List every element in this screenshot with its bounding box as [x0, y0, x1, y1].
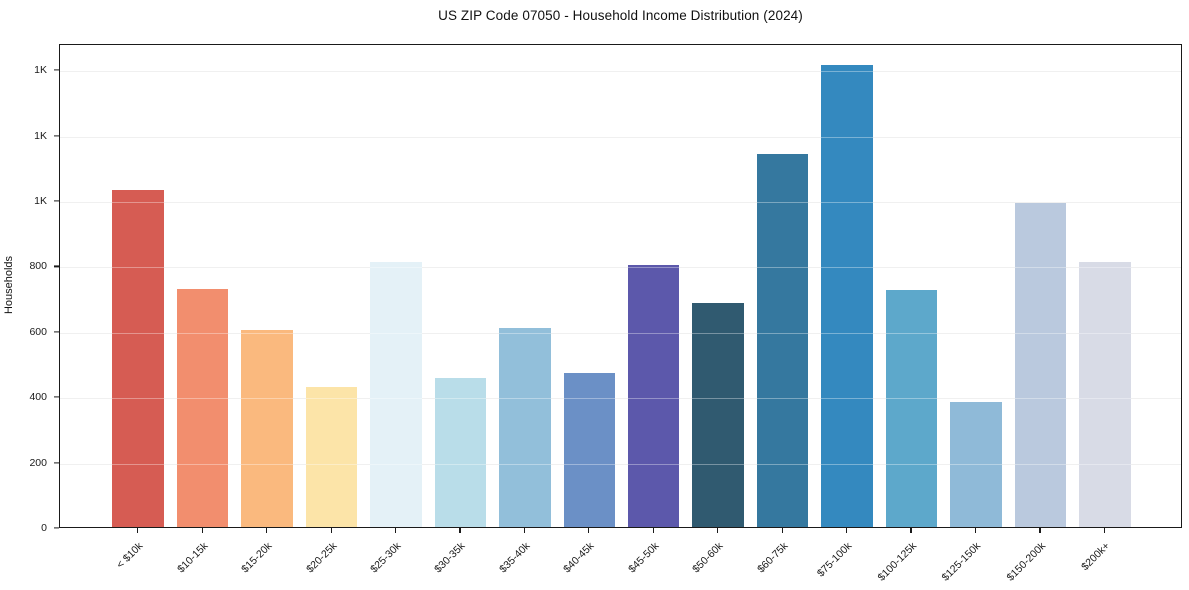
- x-tick-label: $200k+: [944, 536, 1112, 573]
- chart-title: US ZIP Code 07050 - Household Income Dis…: [438, 8, 803, 23]
- bar-$125-150k: [950, 402, 1002, 527]
- bar-< $10k: [112, 189, 164, 527]
- x-tick-mark: [266, 528, 268, 533]
- x-tick-mark: [910, 528, 912, 533]
- x-tick-label-text: $200k+: [1079, 540, 1113, 574]
- x-tick-mark: [717, 528, 719, 533]
- y-tick-mark: [54, 462, 59, 464]
- bar-$60-75k: [756, 153, 809, 527]
- y-tick-mark: [54, 200, 59, 202]
- bar-$40-45k: [563, 373, 616, 527]
- y-tick-label: 800: [29, 260, 47, 273]
- gridline-overlay: [60, 398, 1181, 400]
- gridline: [60, 201, 1181, 203]
- y-tick-mark: [54, 69, 59, 71]
- x-tick-mark: [330, 528, 332, 533]
- gridline: [60, 136, 1181, 138]
- bar-$20-25k: [305, 387, 358, 527]
- x-tick-mark: [523, 528, 526, 533]
- bar-$200k+: [1079, 262, 1131, 527]
- gridline-overlay: [60, 463, 1181, 465]
- x-tick-mark: [1103, 528, 1105, 533]
- bar-$45-50k: [627, 265, 680, 527]
- bar-$100-125k: [885, 289, 938, 527]
- y-tick-mark: [54, 265, 59, 267]
- bar-$15-20k: [241, 330, 293, 527]
- bar-$150-200k: [1014, 202, 1067, 527]
- x-tick-mark: [394, 528, 397, 533]
- y-tick-label: 200: [29, 456, 47, 469]
- gridline: [60, 267, 1181, 269]
- x-tick-mark: [201, 528, 203, 533]
- y-tick-mark: [54, 331, 59, 333]
- x-tick-mark: [846, 528, 848, 533]
- gridline-overlay: [60, 71, 1181, 73]
- bar-$50-60k: [692, 302, 744, 527]
- gridline-overlay: [60, 201, 1181, 203]
- bar-$10-15k: [176, 288, 229, 527]
- x-tick-mark: [459, 528, 461, 533]
- y-tick-mark: [54, 396, 59, 398]
- y-tick-mark: [54, 134, 59, 137]
- x-tick-mark: [1039, 528, 1041, 533]
- x-tick-mark: [137, 528, 139, 533]
- y-tick-label: 0: [41, 522, 47, 534]
- y-tick-label: 400: [29, 391, 47, 404]
- gridline: [60, 332, 1181, 334]
- x-tick-mark: [588, 528, 590, 533]
- bar-$30-35k: [434, 377, 487, 527]
- gridline-overlay: [60, 267, 1181, 269]
- bar-$75-100k: [821, 64, 873, 527]
- x-tick-mark: [974, 528, 977, 533]
- gridline-overlay: [60, 332, 1181, 334]
- gridline: [60, 463, 1181, 465]
- gridline: [60, 398, 1181, 400]
- plot-area: [59, 44, 1182, 528]
- gridline-overlay: [60, 136, 1181, 138]
- bar-$35-40k: [499, 328, 551, 527]
- x-tick-mark: [781, 528, 783, 533]
- y-tick-label: 1K: [34, 129, 47, 142]
- bar-$25-30k: [370, 262, 422, 527]
- y-tick-label: 1K: [34, 194, 47, 207]
- gridline: [60, 71, 1181, 73]
- y-tick-label: 1K: [34, 64, 47, 77]
- y-tick-mark: [54, 527, 59, 529]
- y-axis-tick-labels: 0 200 400 600 800 1K 1K 1K: [0, 44, 47, 534]
- x-tick-mark: [652, 528, 654, 533]
- y-tick-label: 600: [29, 325, 47, 338]
